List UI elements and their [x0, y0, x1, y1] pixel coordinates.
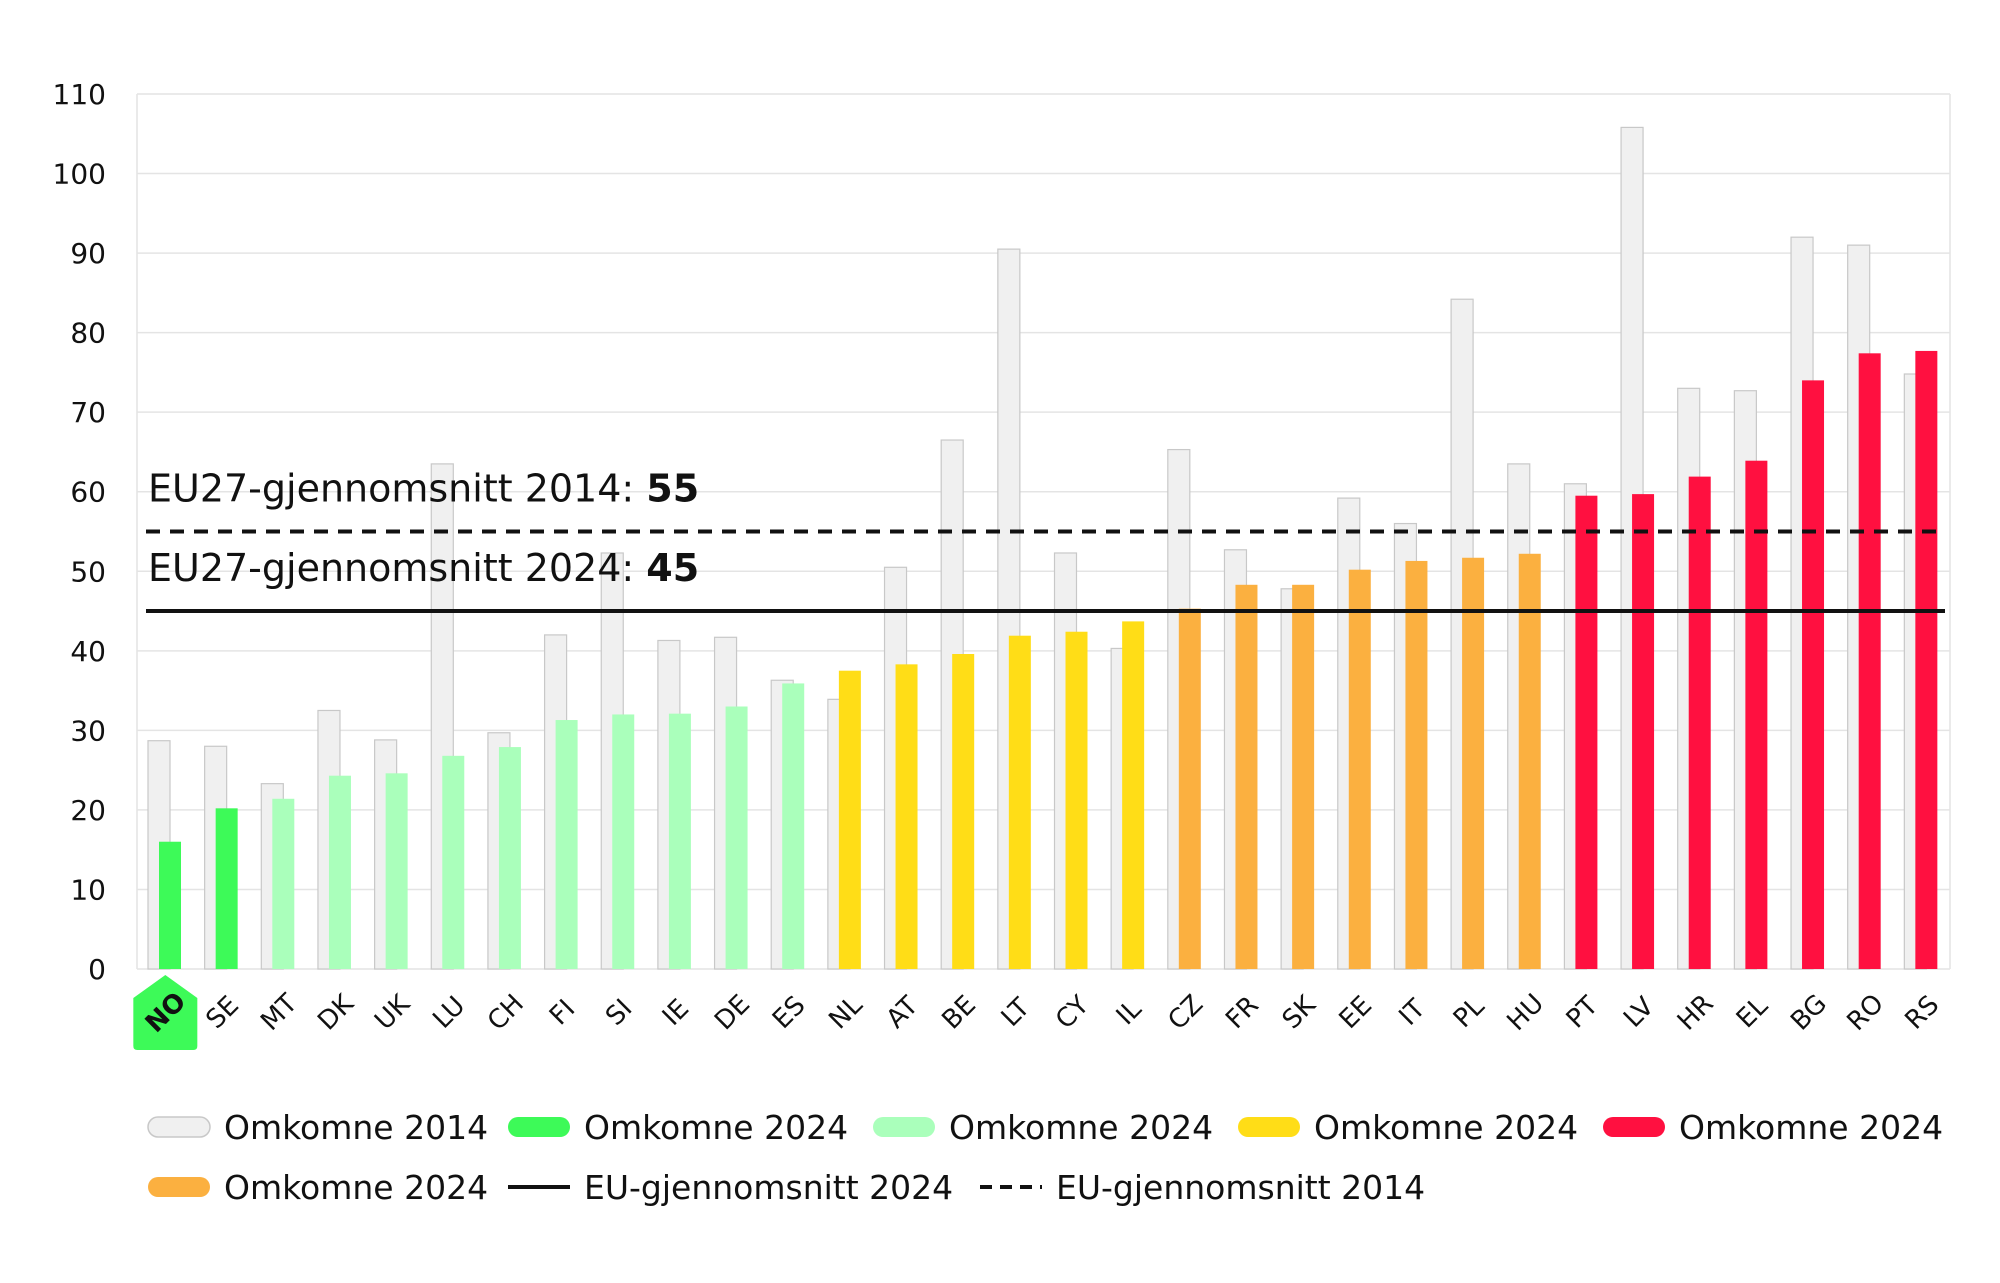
x-tick-label-it: IT	[1394, 994, 1432, 1032]
bar-2024-fr	[1235, 584, 1258, 969]
x-tick-label-pt: PT	[1561, 991, 1605, 1035]
legend-swatch	[1238, 1117, 1300, 1137]
y-tick-label: 60	[70, 476, 106, 509]
x-tick-label-hu: HU	[1502, 988, 1551, 1037]
bar-2024-lt	[1008, 635, 1031, 969]
bar-2024-nl	[838, 670, 861, 969]
bar-2024-sk	[1292, 584, 1315, 969]
bar-2024-el	[1745, 460, 1768, 969]
bar-2024-se	[215, 808, 238, 969]
x-tick-label-nl: NL	[823, 990, 869, 1036]
y-tick-label: 110	[53, 78, 106, 111]
eu-average-label-55: EU27-gjennomsnitt 2014: 55	[148, 467, 699, 511]
legend-swatch	[148, 1177, 210, 1197]
eu-average-label-45: EU27-gjennomsnitt 2024: 45	[148, 546, 699, 590]
x-tick-label-se: SE	[200, 990, 245, 1035]
bar-2024-ie	[668, 713, 691, 969]
x-tick-label-dk: DK	[312, 988, 360, 1036]
legend-swatch	[508, 1117, 570, 1137]
x-tick-label-at: AT	[881, 991, 925, 1035]
y-tick-label: 30	[70, 714, 106, 747]
bar-2024-dk	[328, 775, 351, 969]
bar-2024-lv	[1632, 494, 1655, 969]
bar-2024-il	[1122, 621, 1145, 969]
y-axis: 0 10 20 30 40 50 60 70 80 90 100 110	[53, 78, 106, 986]
x-tick-label-lv: LV	[1618, 992, 1660, 1034]
bar-2024-ee	[1348, 569, 1371, 969]
bar-2024-de	[725, 706, 748, 969]
x-tick-label-si: SI	[600, 994, 638, 1032]
bar-2024-ro	[1858, 353, 1881, 969]
x-tick-label-lt: LT	[996, 993, 1036, 1033]
bar-2024-hr	[1688, 476, 1711, 969]
bar-2024-bg	[1802, 380, 1825, 969]
y-tick-label: 10	[70, 873, 106, 906]
bar-2024-it	[1405, 560, 1428, 969]
x-axis: NO SE MT DK UK LU CH FI SI IE DE ES NL AT BE LT CY IL CZ FR…	[133, 975, 1945, 1050]
bar-2024-cy	[1065, 631, 1088, 969]
bar-2024-rs	[1915, 350, 1938, 969]
y-tick-label: 70	[70, 396, 106, 429]
x-tick-label-rs: RS	[1900, 990, 1946, 1036]
legend-swatch	[1603, 1117, 1665, 1137]
bar-2024-uk	[385, 773, 408, 969]
x-tick-label-mt: MT	[255, 988, 303, 1036]
bar-2024-mt	[272, 798, 295, 969]
y-tick-label: 100	[53, 158, 106, 191]
x-tick-label-be: BE	[937, 990, 982, 1035]
highlight-badge	[133, 975, 198, 1050]
bar-2024-cz	[1178, 608, 1201, 969]
x-tick-label-cz: CZ	[1163, 989, 1210, 1036]
x-tick-label-bg: BG	[1785, 989, 1833, 1037]
x-tick-label-sk: SK	[1277, 990, 1323, 1036]
bar-2024-pt	[1575, 495, 1598, 969]
legend-label: Omkomne 2024	[584, 1108, 848, 1147]
x-tick-label-lu: LU	[427, 991, 471, 1035]
bar-2024-lu	[442, 755, 465, 969]
x-tick-label-fr: FR	[1220, 990, 1265, 1035]
bars-2024-series	[159, 350, 1938, 969]
legend-label: EU-gjennomsnitt 2014	[1056, 1168, 1425, 1207]
y-tick-label: 40	[70, 635, 106, 668]
y-tick-label: 50	[70, 555, 106, 588]
eu-average-lines: EU27-gjennomsnitt 2014: 55 EU27-gjennomsn…	[146, 467, 1945, 614]
bar-2024-fi	[555, 720, 578, 969]
legend: Omkomne 2014 Omkomne 2024 Omkomne 2024 Omko…	[147, 1108, 1943, 1207]
x-tick-label-il: IL	[1111, 994, 1148, 1031]
bar-2024-at	[895, 664, 918, 969]
x-tick-label-ro: RO	[1841, 988, 1889, 1036]
legend-label: Omkomne 2024	[1679, 1108, 1943, 1147]
x-tick-label-pl: PL	[1448, 991, 1491, 1034]
y-tick-label: 90	[70, 237, 106, 270]
legend-label: Omkomne 2024	[224, 1168, 488, 1207]
x-tick-label-cy: CY	[1050, 990, 1095, 1035]
y-tick-label: 20	[70, 794, 106, 827]
legend-label: EU-gjennomsnitt 2024	[584, 1168, 953, 1207]
legend-swatch	[147, 1116, 211, 1138]
bar-2024-pl	[1462, 557, 1485, 969]
y-tick-label: 0	[88, 953, 106, 986]
x-tick-label-ie: IE	[657, 994, 695, 1032]
bar-2024-ch	[498, 747, 521, 969]
x-tick-label-ch: CH	[482, 989, 530, 1037]
x-tick-label-ee: EE	[1334, 990, 1378, 1034]
bar-2024-no	[159, 841, 181, 969]
bar-2024-es	[782, 683, 805, 969]
y-tick-label: 80	[70, 317, 106, 350]
x-tick-label-hr: HR	[1672, 989, 1720, 1037]
bar-2024-si	[612, 714, 635, 969]
legend-label: Omkomne 2024	[1314, 1108, 1578, 1147]
legend-swatch	[873, 1117, 935, 1137]
bar-2024-hu	[1518, 553, 1541, 969]
x-tick-label-fi: FI	[544, 994, 581, 1031]
x-tick-label-el: EL	[1731, 991, 1774, 1034]
bar-2024-be	[952, 654, 975, 969]
legend-label: Omkomne 2024	[949, 1108, 1213, 1147]
x-tick-label-uk: UK	[369, 989, 416, 1036]
x-tick-label-de: DE	[709, 989, 756, 1036]
x-tick-label-es: ES	[767, 990, 812, 1035]
legend-label: Omkomne 2014	[224, 1108, 488, 1147]
